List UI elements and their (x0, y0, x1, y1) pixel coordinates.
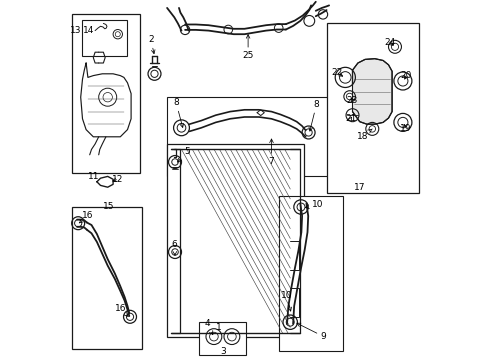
Text: 24: 24 (383, 38, 394, 47)
Text: 3: 3 (220, 346, 225, 355)
Bar (167, 97, 330, 176)
Bar (82, 20, 127, 56)
Text: 16: 16 (79, 211, 94, 223)
Text: 6: 6 (171, 240, 177, 255)
Text: 18: 18 (356, 129, 371, 140)
Text: 12: 12 (112, 175, 123, 184)
Bar (326, 23, 418, 193)
Text: 9: 9 (296, 323, 326, 341)
Text: 23: 23 (346, 95, 357, 104)
Text: 7: 7 (268, 139, 274, 166)
Text: 19: 19 (399, 124, 411, 133)
Text: 2: 2 (148, 35, 155, 54)
Text: 22: 22 (331, 68, 342, 77)
Polygon shape (352, 59, 391, 124)
Text: 15: 15 (102, 202, 114, 211)
Bar (278, 196, 343, 351)
Bar (72, 207, 142, 349)
Text: 25: 25 (242, 35, 253, 60)
Text: 10: 10 (305, 200, 323, 209)
Text: 21: 21 (345, 114, 356, 123)
Text: 17: 17 (353, 184, 365, 192)
Text: 11: 11 (87, 172, 99, 181)
Text: 13: 13 (69, 26, 81, 35)
Text: 1: 1 (216, 323, 222, 332)
Text: 5: 5 (177, 147, 189, 162)
Text: 8: 8 (308, 100, 319, 131)
Text: 4: 4 (204, 320, 212, 335)
Text: 8: 8 (173, 98, 183, 127)
Text: 16: 16 (114, 304, 128, 316)
Text: 14: 14 (83, 26, 95, 35)
Text: 10: 10 (280, 291, 291, 311)
Bar (199, 322, 246, 355)
Bar (167, 144, 303, 337)
Text: 20: 20 (400, 71, 411, 80)
Bar (72, 14, 140, 173)
